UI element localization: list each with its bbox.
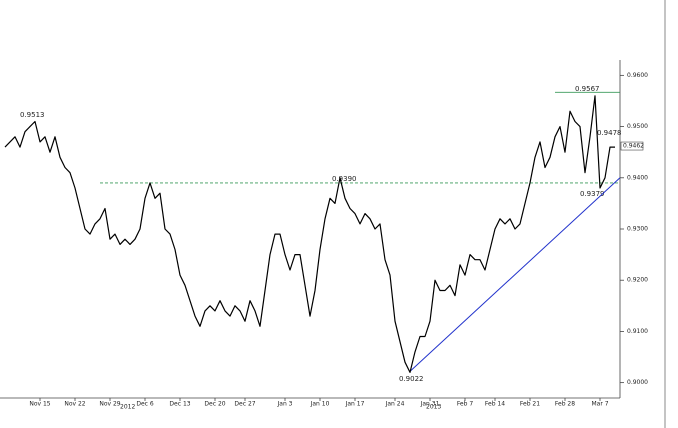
x-tick-label: Feb 21 [520, 401, 540, 408]
trend-line [409, 177, 621, 372]
y-tick-label: 0.9200 [627, 277, 648, 284]
annotation: 0.9478 [597, 129, 622, 137]
x-tick-label: Jan 17 [345, 401, 365, 408]
x-tick-label: Dec 20 [204, 401, 225, 408]
x-tick-label: Mar 7 [591, 401, 608, 408]
x-tick-label: Feb 28 [555, 401, 575, 408]
x-tick-label: Jan 31 [420, 401, 440, 408]
x-tick-label: Jan 10 [310, 401, 330, 408]
x-tick-label: Jan 3 [277, 401, 293, 408]
x-tick-label: Dec 6 [136, 401, 154, 408]
annotation: 0.9379 [580, 190, 605, 198]
price-tag-label: 0.9462 [623, 143, 644, 150]
x-tick-label: Jan 24 [385, 401, 405, 408]
y-tick-label: 0.9300 [627, 226, 648, 233]
year-label: 2013 [426, 404, 441, 411]
y-tick-label: 0.9500 [627, 123, 648, 130]
annotation: 0.9513 [20, 111, 45, 119]
price-tag [620, 141, 644, 151]
x-tick-label: Nov 29 [99, 401, 120, 408]
year-label: 2012 [120, 404, 135, 411]
x-tick-label: Dec 13 [169, 401, 190, 408]
annotation: 0.9390 [332, 175, 357, 183]
x-tick-label: Nov 22 [64, 401, 85, 408]
y-tick-label: 0.9600 [627, 72, 648, 79]
x-tick-label: Feb 7 [457, 401, 474, 408]
x-tick-label: Feb 14 [485, 401, 505, 408]
y-tick-label: 0.9400 [627, 174, 648, 181]
x-tick-label: Dec 27 [234, 401, 255, 408]
price-line [4, 95, 615, 373]
y-tick-label: 0.9000 [627, 379, 648, 386]
x-tick-label: Nov 15 [29, 401, 50, 408]
y-tick-label: 0.9100 [627, 328, 648, 335]
annotation: 0.9567 [575, 85, 600, 93]
annotation: 0.9022 [399, 375, 424, 383]
